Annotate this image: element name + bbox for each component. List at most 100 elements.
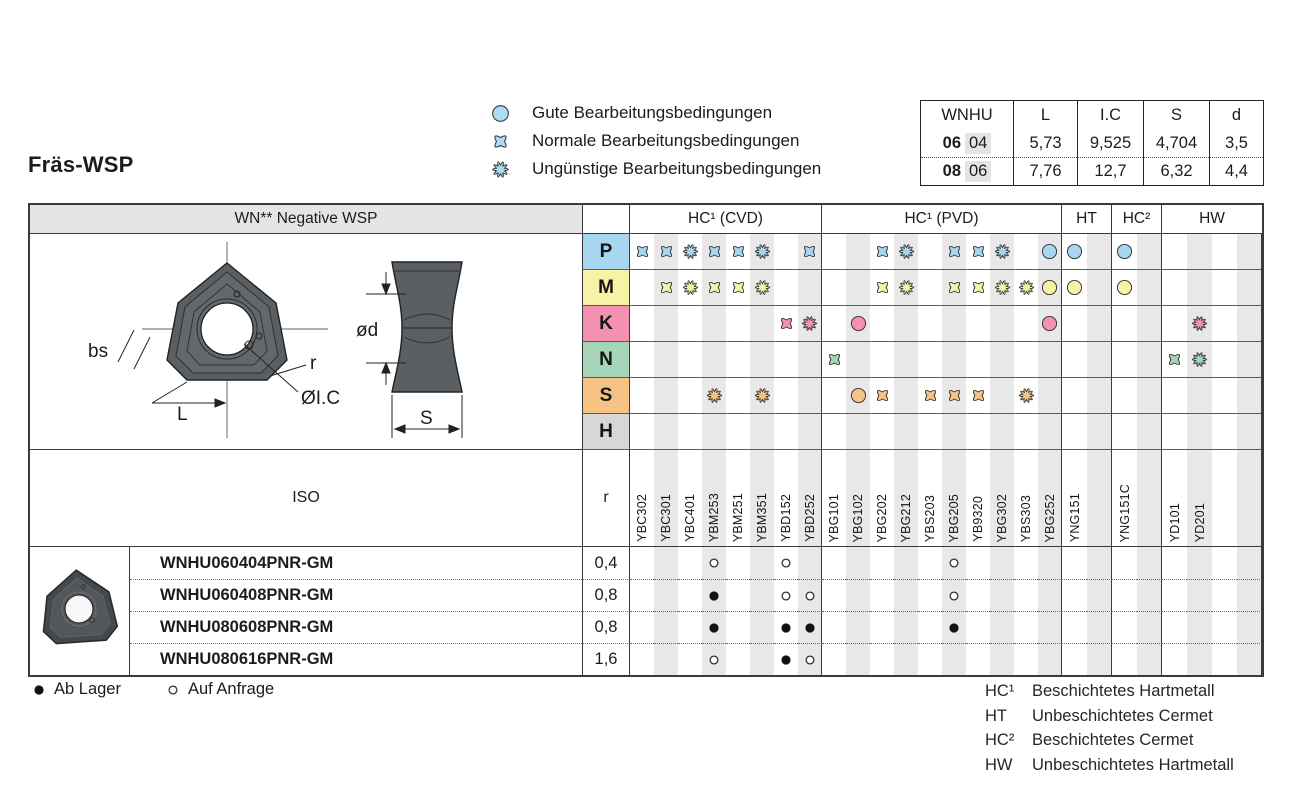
grade-name-label: YBG252 [1042,493,1057,542]
photo-cell-spacer [30,643,130,675]
grade-cell [702,414,726,450]
dim-value: 7,76 [1013,157,1077,185]
gute-condition-icon [1041,315,1058,332]
grade-cell [1038,234,1062,270]
legend-item: Normale Bearbeitungsbedingungen [488,127,821,155]
grade-name-cell [1087,450,1112,547]
grade-name-cell: YBD152 [774,450,798,547]
grade-name-cell: YBC401 [678,450,702,547]
availability-cell [942,611,966,643]
availability-cell [1237,611,1262,643]
grade-cell [774,234,798,270]
unguenstige-condition-icon [801,316,818,331]
availability-cell [654,611,678,643]
grade-name-label: YNG151 [1067,492,1082,542]
dim-table-row: 06 04 5,73 9,525 4,704 3,5 [921,129,1263,157]
availability-cell [822,547,846,579]
iso-class-cell-P: P [582,234,630,270]
iso-class-cell-M: M [582,270,630,306]
dim-table-header: WNHU [941,105,993,124]
dim-value: 4,4 [1209,157,1263,185]
grade-name-label: YBG302 [995,493,1009,542]
availability-cell [870,611,894,643]
svg-text:ØI.C: ØI.C [301,388,340,409]
grade-cell [798,306,822,342]
dim-table-header: L [1013,101,1077,129]
on-request-dot [949,590,959,601]
availability-cell [1038,643,1062,675]
grade-cell [1038,414,1062,450]
grade-cell [654,378,678,414]
iso-class-cell-N: N [582,342,630,378]
grade-cell [654,270,678,306]
availability-cell [846,643,870,675]
grade-cell [1038,306,1062,342]
grade-cell [678,234,702,270]
normale-condition-icon [708,245,720,258]
grade-cell [870,270,894,306]
grade-cell [990,306,1014,342]
grade-cell [750,270,774,306]
availability-cell [678,547,702,579]
gute-condition-icon [850,315,866,332]
availability-cell [702,611,726,643]
grade-cell [822,234,846,270]
grade-cell [1212,342,1237,378]
svg-text:bs: bs [88,341,108,362]
footnote-text: Beschichtetes Hartmetall [1032,682,1215,700]
grade-cell [1062,342,1087,378]
grade-cell [1137,270,1162,306]
normale-condition-icon [972,245,984,258]
availability-cell [990,611,1014,643]
availability-cell [966,611,990,643]
grade-name-cell: YNG151 [1062,450,1087,547]
product-row: WNHU060404PNR-GM 0,4 [30,547,1262,579]
availability-cell [774,611,798,643]
grade-cell [942,342,966,378]
grade-cell [630,414,654,450]
availability-cell [1212,579,1237,611]
dim-table-header: I.C [1077,101,1143,129]
grade-name-cell: YBG101 [822,450,846,547]
grade-cell [726,378,750,414]
availability-cell [798,547,822,579]
availability-cell [798,579,822,611]
iso-label-cell: ISO [30,450,582,547]
unguenstige-condition-icon [1018,280,1034,295]
grade-name-cell: YB9320 [966,450,990,547]
availability-cell [1162,579,1187,611]
grade-cell [1038,378,1062,414]
gute-condition-icon [1116,243,1133,260]
dim-value: 6,32 [1143,157,1209,185]
side-dimension-labels: ød S [356,320,433,429]
grade-cell [1087,414,1112,450]
normale-condition-icon [876,245,888,258]
grade-cell [750,414,774,450]
grade-name-cell: YBS303 [1014,450,1038,547]
group-header: HW [1162,205,1262,234]
grade-cell [918,234,942,270]
unguenstige-condition-icon [682,244,698,259]
grade-cell [774,414,798,450]
grade-cell [1212,378,1237,414]
grade-cell [1112,270,1137,306]
photo-cell-spacer [30,579,130,611]
grade-cell [1112,414,1137,450]
legend-item: Ungünstige Bearbeitungsbedingungen [488,155,821,183]
grade-name-label: YBG202 [875,493,889,542]
page-title: Fräs-WSP [28,152,134,177]
grade-cell [870,234,894,270]
grade-cell [846,234,870,270]
matrix-left-header: WN** Negative WSP [30,205,582,234]
grade-cell [894,342,918,378]
dim-value: 12,7 [1077,157,1143,185]
grade-cell [1062,306,1087,342]
grade-cell [966,234,990,270]
grade-cell [1014,234,1038,270]
grade-cell [870,342,894,378]
grade-cell [870,414,894,450]
availability-cell [1087,547,1112,579]
grade-cell [1137,378,1162,414]
availability-cell [1162,611,1187,643]
grade-cell [1237,234,1262,270]
